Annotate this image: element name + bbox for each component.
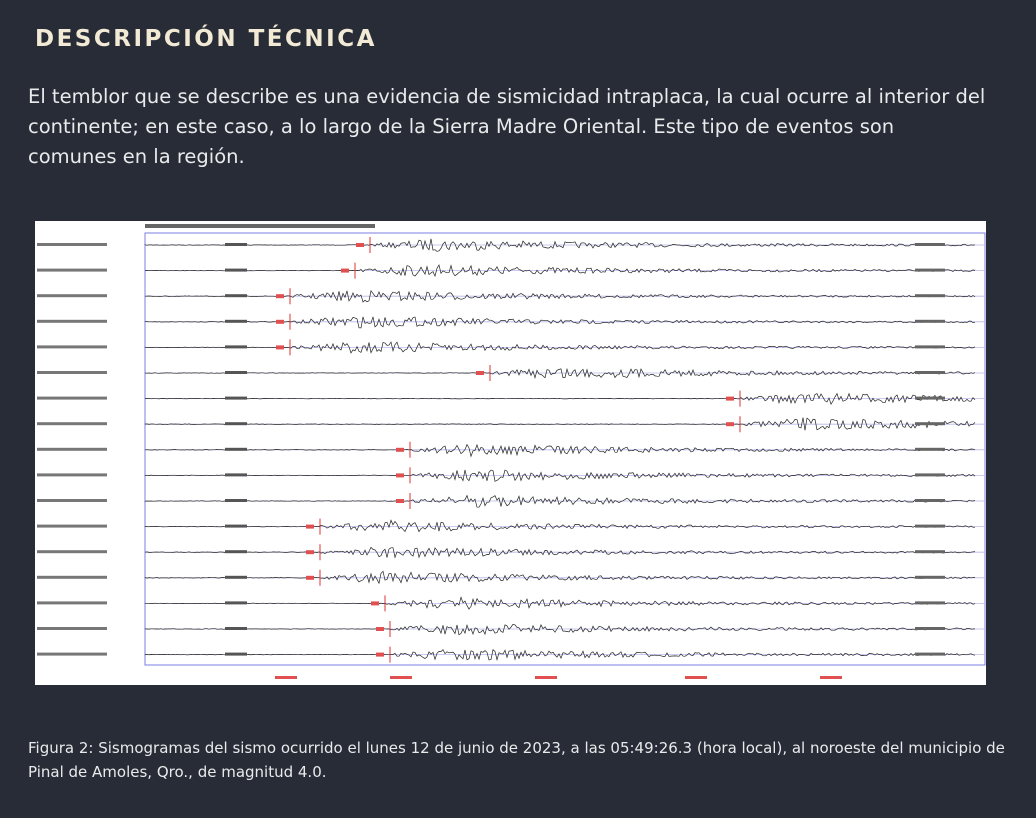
station-label	[37, 447, 107, 451]
gain-label	[225, 524, 247, 528]
plot-frame	[144, 232, 986, 666]
station-label	[37, 294, 107, 298]
section-title: DESCRIPCIÓN TÉCNICA	[35, 26, 377, 52]
seismogram-image	[35, 221, 986, 685]
trace	[144, 238, 976, 252]
pick-label	[726, 396, 734, 401]
station-label	[37, 575, 107, 579]
amp-label	[915, 447, 945, 451]
station-label	[37, 319, 107, 323]
traces	[37, 224, 985, 679]
trace	[144, 443, 976, 458]
amp-label	[915, 499, 945, 502]
gain-label	[225, 473, 247, 477]
amp-label	[915, 550, 945, 554]
station-label	[37, 422, 107, 426]
time-label	[275, 676, 297, 679]
trace	[144, 596, 976, 610]
section-paragraph: El temblor que se describe es una eviden…	[28, 85, 986, 168]
gain-label	[225, 243, 247, 246]
gain-label	[225, 575, 247, 579]
amp-label	[915, 243, 945, 246]
station-label	[37, 268, 107, 272]
amp-label	[915, 268, 945, 272]
pick-label	[376, 652, 384, 657]
trace	[144, 417, 976, 431]
station-label	[37, 550, 107, 554]
gain-label	[225, 422, 247, 426]
station-label	[37, 473, 107, 477]
gain-label	[225, 371, 247, 374]
gain-label	[225, 550, 247, 554]
time-label	[820, 676, 842, 679]
amp-label	[915, 627, 945, 630]
amp-label	[915, 652, 945, 656]
amp-label	[915, 524, 945, 528]
gain-label	[225, 652, 247, 656]
time-label	[390, 676, 412, 679]
amp-label	[915, 575, 945, 579]
station-label	[37, 243, 107, 246]
amp-label	[915, 396, 945, 400]
pick-label	[276, 345, 284, 350]
gain-label	[225, 319, 247, 323]
trace	[144, 392, 976, 406]
trace	[144, 494, 976, 508]
amp-label	[915, 345, 945, 349]
pick-label	[396, 447, 404, 452]
station-label	[37, 345, 107, 349]
amp-label	[915, 473, 945, 477]
trace	[144, 570, 976, 585]
pick-label	[396, 499, 404, 503]
trace	[144, 367, 976, 379]
trace	[144, 623, 976, 636]
time-label	[685, 676, 707, 679]
pick-label	[276, 319, 284, 324]
gain-label	[225, 268, 247, 272]
amp-label	[915, 601, 945, 605]
trace	[144, 264, 976, 278]
gain-label	[225, 396, 247, 400]
amp-label	[915, 371, 945, 374]
amp-label	[915, 319, 945, 323]
trace	[144, 546, 976, 559]
station-label	[37, 499, 107, 502]
header-label	[145, 224, 375, 228]
pick-label	[376, 627, 384, 631]
figure-caption: Figura 2: Sismogramas del sismo ocurrido…	[28, 739, 1005, 781]
trace	[144, 519, 976, 533]
pick-label	[356, 243, 364, 247]
amp-label	[915, 422, 945, 426]
gain-label	[225, 345, 247, 349]
gain-label	[225, 627, 247, 630]
trace	[144, 469, 976, 482]
amp-label	[915, 294, 945, 298]
pick-label	[306, 550, 314, 555]
gain-label	[225, 499, 247, 502]
pick-label	[341, 268, 349, 273]
station-label	[37, 627, 107, 630]
time-label	[535, 676, 557, 679]
pick-label	[306, 524, 314, 529]
gain-label	[225, 601, 247, 605]
gain-label	[225, 294, 247, 298]
pick-label	[476, 371, 484, 375]
station-label	[37, 524, 107, 528]
station-label	[37, 371, 107, 374]
station-label	[37, 601, 107, 605]
trace	[144, 649, 976, 662]
station-label	[37, 652, 107, 656]
station-label	[37, 396, 107, 400]
pick-label	[306, 575, 314, 580]
pick-label	[726, 422, 734, 427]
gain-label	[225, 447, 247, 451]
pick-label	[276, 294, 284, 299]
pick-label	[396, 473, 404, 478]
pick-label	[371, 601, 379, 606]
